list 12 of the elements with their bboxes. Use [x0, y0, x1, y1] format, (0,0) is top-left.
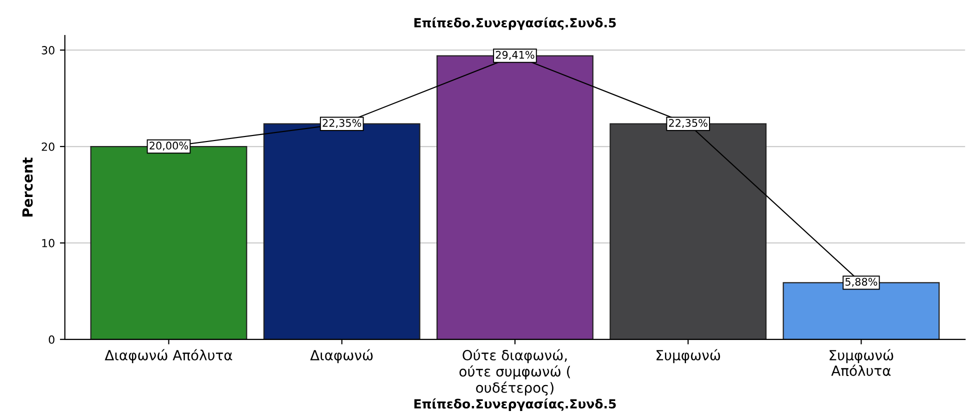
x-tick-label: Συμφωνώ	[656, 349, 720, 364]
y-tick-label: 10	[42, 238, 54, 248]
x-tick-label: Ούτε διαφωνώ, ούτε συμφωνώ ( ουδέτερος)	[459, 349, 570, 396]
y-tick-label: 20	[42, 142, 54, 151]
y-tick-label: 30	[42, 46, 54, 54]
x-tick-label: Διαφωνώ Απόλυτα	[104, 349, 232, 364]
y-tick-label: 0	[48, 335, 54, 344]
x-tick-label: Διαφωνώ	[310, 349, 373, 364]
x-tick-label: Συμφωνώ Απόλυτα	[830, 349, 894, 376]
chart-title: Επίπεδο.Συνεργασίας.Συνδ.5	[414, 17, 616, 30]
x-axis-title: Επίπεδο.Συνεργασίας.Συνδ.5	[414, 398, 616, 411]
y-axis-title: Percent	[22, 158, 33, 217]
